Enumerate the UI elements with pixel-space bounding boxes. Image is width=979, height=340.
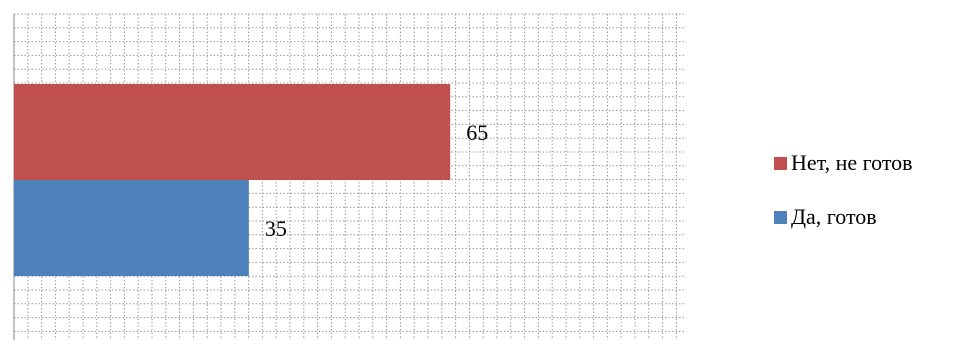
- bar-no: [14, 84, 451, 180]
- legend-swatch-no: [774, 156, 787, 170]
- bars: [14, 84, 451, 276]
- legend: Нет, не готов Да, готов: [774, 148, 913, 256]
- data-label-yes: 35: [265, 216, 287, 241]
- bar-yes: [14, 180, 249, 276]
- legend-swatch-yes: [774, 210, 787, 224]
- legend-item-yes: Да, готов: [774, 202, 913, 232]
- data-label-no: 65: [466, 120, 488, 145]
- data-labels: 65 35: [265, 120, 488, 241]
- legend-item-no: Нет, не готов: [774, 148, 913, 178]
- legend-label-no: Нет, не готов: [791, 150, 913, 175]
- legend-label-yes: Да, готов: [791, 204, 877, 229]
